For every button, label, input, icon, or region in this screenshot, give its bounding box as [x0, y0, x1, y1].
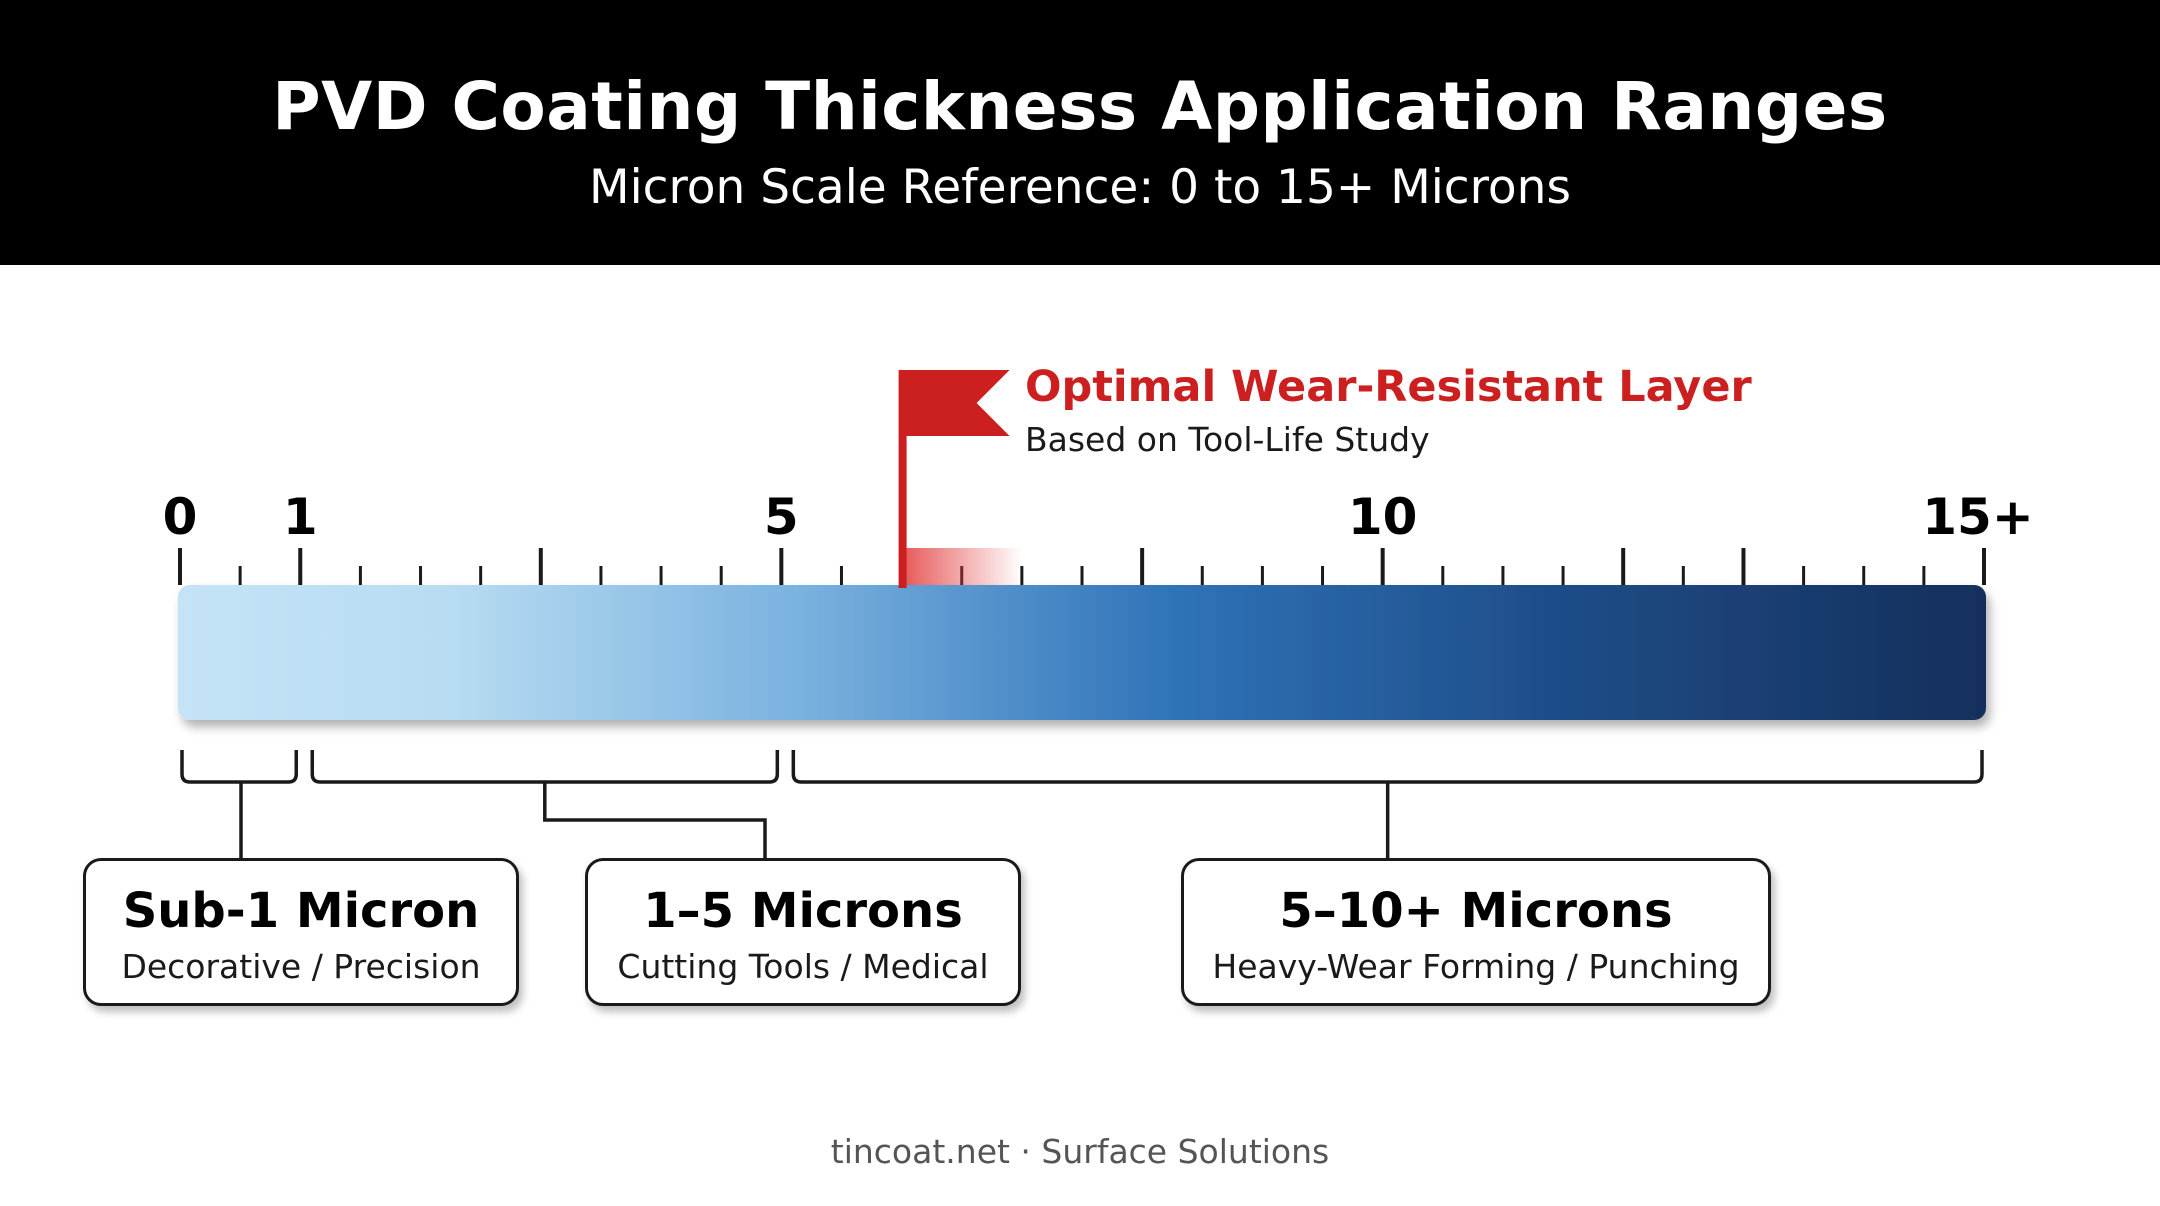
range-description: Cutting Tools / Medical: [617, 947, 989, 986]
range-box-sub-1: Sub-1 Micron Decorative / Precision: [83, 858, 519, 1006]
range-title: 5–10+ Microns: [1279, 883, 1673, 939]
scale-label: 0: [162, 488, 198, 546]
flag-icon: [901, 370, 1010, 436]
flag-pole: [898, 370, 907, 588]
range-box-5-10: 5–10+ Microns Heavy-Wear Forming / Punch…: [1181, 858, 1771, 1006]
scale-label: 5: [763, 488, 799, 546]
range-bracket: [310, 750, 780, 784]
callout-subtitle: Based on Tool-Life Study: [1025, 420, 1430, 459]
scale-label: 15+: [1922, 488, 2034, 546]
page-title: PVD Coating Thickness Application Ranges: [272, 68, 1888, 145]
range-bracket: [791, 750, 1984, 784]
range-title: 1–5 Microns: [643, 883, 963, 939]
header-banner: PVD Coating Thickness Application Ranges…: [0, 0, 2160, 265]
optimal-range-highlight: [901, 548, 1022, 588]
callout-title: Optimal Wear-Resistant Layer: [1025, 362, 1752, 412]
footer-credit: tincoat.net · Surface Solutions: [830, 1132, 1330, 1171]
range-bracket: [180, 750, 299, 784]
range-title: Sub-1 Micron: [122, 883, 480, 939]
range-description: Decorative / Precision: [121, 947, 481, 986]
page-subtitle: Micron Scale Reference: 0 to 15+ Microns: [589, 160, 1571, 215]
range-box-1-5: 1–5 Microns Cutting Tools / Medical: [585, 858, 1021, 1006]
range-description: Heavy-Wear Forming / Punching: [1212, 947, 1740, 986]
scale-label: 1: [282, 488, 318, 546]
thickness-gradient-bar: [178, 585, 1986, 720]
bracket-connector: [543, 782, 767, 858]
scale-label: 10: [1347, 488, 1418, 546]
